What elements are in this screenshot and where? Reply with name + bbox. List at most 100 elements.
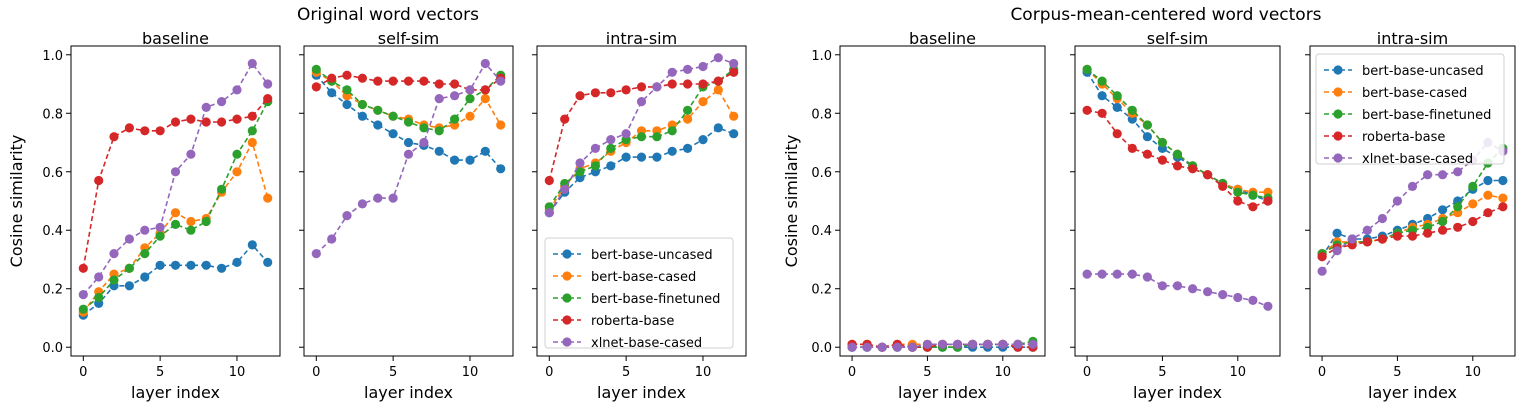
series-bert-base-finetuned (1082, 64, 1273, 203)
data-point (1407, 181, 1418, 191)
panel-baseline: baseline 0.0 0.2 0.4 0.6 0.8 1.0 0 5 10 layer inde… (42, 29, 281, 402)
data-point (667, 67, 677, 77)
data-point (1157, 155, 1167, 165)
data-point (388, 111, 398, 121)
series-bert-base-uncased (1082, 67, 1273, 206)
x-tick-label: 5 (156, 365, 164, 380)
data-point (1468, 216, 1478, 227)
data-point (78, 290, 88, 300)
data-point (247, 111, 257, 121)
x-tick-label: 10 (995, 365, 1012, 380)
data-point (232, 257, 242, 267)
data-point (480, 85, 490, 95)
y-tick-label: 0.8 (811, 107, 832, 122)
legend-marker (1333, 65, 1343, 75)
data-point (78, 263, 88, 273)
y-tick-label: 0.6 (42, 166, 63, 181)
panel-self-sim: self-sim 0 5 10 layer index (299, 29, 514, 402)
data-point (201, 102, 211, 112)
data-point (1362, 225, 1372, 235)
data-point (342, 99, 352, 110)
series-roberta-base (1317, 202, 1508, 262)
data-point (1112, 129, 1122, 139)
data-point (480, 146, 490, 156)
series-bert-base-cased (1317, 190, 1508, 259)
y-tick-label: 0.4 (811, 224, 832, 239)
data-point (713, 123, 723, 133)
y-tick-label: 0.4 (42, 224, 63, 239)
panel-intra-sim: intra-sim 0 5 10 layer index bert-base-uncase… (1305, 29, 1516, 402)
data-point (232, 85, 242, 95)
data-point (78, 304, 88, 314)
legend-label: bert-base-finetuned (591, 292, 720, 307)
data-point (450, 91, 460, 101)
data-point (247, 126, 257, 136)
legend-label: bert-base-uncased (591, 248, 713, 263)
data-point (1438, 216, 1448, 227)
series-roberta-base (1082, 105, 1273, 212)
data-point (1377, 213, 1387, 224)
data-point (217, 263, 227, 273)
x-axis-label: layer index (898, 383, 987, 402)
data-point (544, 175, 554, 186)
data-point (1233, 187, 1243, 197)
data-point (403, 149, 414, 159)
data-point (232, 167, 242, 177)
data-point (388, 76, 398, 86)
data-point (186, 114, 196, 124)
data-point (1097, 108, 1107, 118)
data-point (465, 94, 475, 104)
data-point (1097, 269, 1107, 279)
legend-marker (562, 249, 572, 259)
y-axis-label: Cosine similarity (7, 135, 26, 268)
legend-marker (1333, 87, 1343, 97)
legend-label: bert-base-cased (1362, 86, 1467, 101)
data-point (729, 58, 739, 69)
legend-marker (1333, 153, 1343, 163)
data-point (1188, 164, 1198, 174)
data-point (186, 260, 196, 270)
data-point (170, 260, 181, 270)
data-point (201, 260, 211, 270)
data-point (1248, 190, 1258, 200)
data-point (403, 117, 414, 127)
axes-frame (839, 45, 1046, 357)
data-point (373, 76, 383, 86)
data-point (1248, 295, 1258, 305)
legend-box (1315, 53, 1505, 165)
data-point (652, 132, 662, 142)
legend-marker (562, 315, 572, 325)
data-point (636, 82, 647, 92)
data-point (1082, 269, 1092, 279)
data-point (544, 208, 554, 218)
data-point (1127, 105, 1137, 115)
data-point (606, 88, 616, 98)
data-point (434, 94, 444, 104)
data-point (342, 85, 352, 95)
data-point (263, 257, 273, 267)
x-tick-label: 0 (79, 365, 87, 380)
legend-label: roberta-base (591, 314, 674, 329)
data-point (496, 120, 506, 130)
data-point (480, 58, 490, 69)
chart-group-original: Original word vectors Cosine similarity ba… (7, 5, 747, 402)
data-point (124, 234, 134, 244)
data-point (729, 67, 739, 77)
data-point (496, 164, 506, 174)
legend: bert-base-uncased bert-base-cased bert-bas… (1315, 53, 1505, 167)
data-point (1347, 234, 1357, 244)
data-point (1392, 231, 1402, 241)
data-point (1233, 196, 1243, 206)
data-point (109, 275, 119, 285)
legend-marker (1333, 131, 1343, 141)
data-point (1172, 149, 1183, 159)
data-point (590, 161, 601, 171)
panel-title: intra-sim (1377, 29, 1448, 48)
data-point (1407, 231, 1418, 241)
data-point (713, 85, 723, 95)
data-point (342, 70, 352, 80)
data-point (311, 249, 321, 259)
data-point (124, 281, 134, 291)
data-point (713, 53, 723, 63)
panel-baseline: baseline 0.0 0.2 0.4 0.6 0.8 1.0 0 5 10 layer inde… (811, 29, 1046, 402)
